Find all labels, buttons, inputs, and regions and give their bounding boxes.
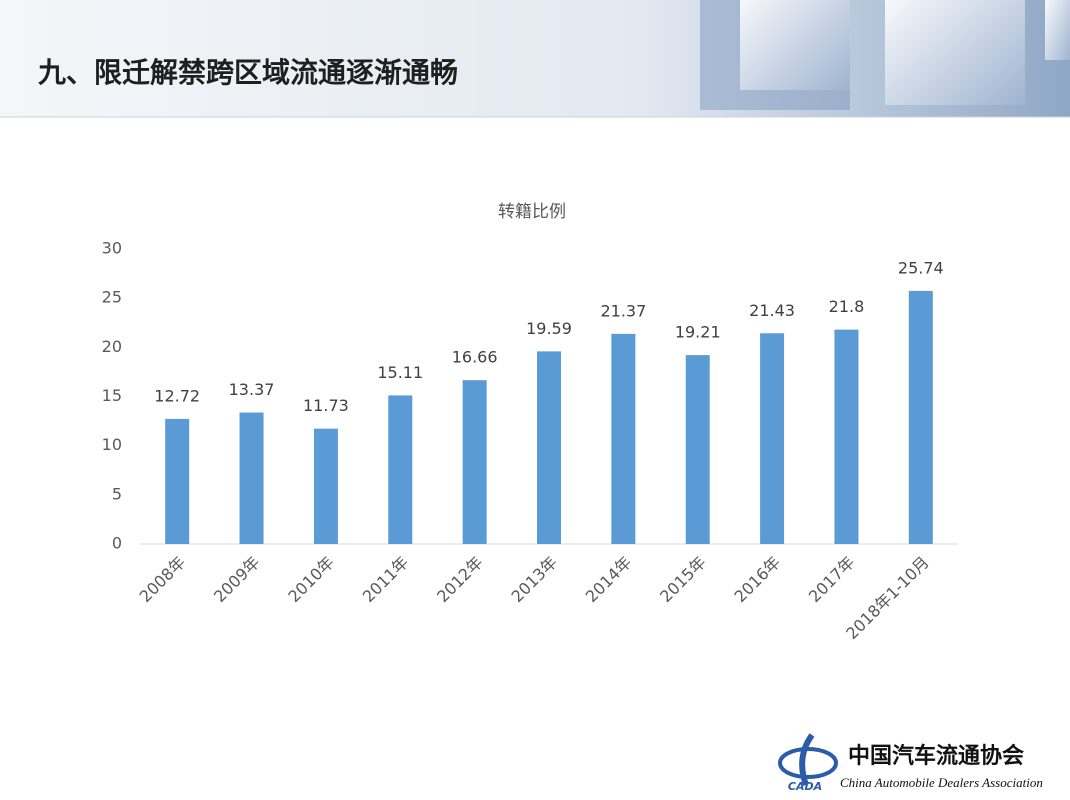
x-tick-label: 2011年 (359, 553, 413, 607)
data-label: 11.73 (303, 396, 349, 415)
x-tick-label: 2009年 (210, 553, 264, 607)
y-tick-label: 20 (102, 337, 122, 356)
bar (313, 428, 338, 544)
data-label: 19.59 (526, 319, 572, 338)
bar (611, 333, 636, 544)
logo-stroke (799, 733, 815, 787)
x-tick-label: 2008年 (136, 553, 190, 607)
x-tick-label: 2016年 (731, 553, 785, 607)
x-tick-label: 2017年 (805, 553, 859, 607)
y-tick-label: 15 (102, 386, 122, 405)
header-cube (885, 0, 1025, 105)
slide-title: 九、限迁解禁跨区域流通逐渐通畅 (38, 56, 458, 89)
data-label: 25.74 (898, 258, 944, 277)
y-tick-label: 0 (112, 534, 122, 553)
data-label: 15.11 (377, 363, 423, 382)
org-name-en: China Automobile Dealers Association (840, 775, 1043, 790)
bar (834, 329, 859, 544)
bar (908, 290, 933, 544)
bar (239, 412, 264, 544)
bar (462, 380, 487, 544)
data-label: 21.37 (600, 301, 646, 320)
y-tick-label: 25 (102, 288, 122, 307)
data-label: 13.37 (229, 380, 275, 399)
logo: CADA 中国汽车流通协会 China Automobile Dealers A… (778, 733, 1043, 793)
data-label: 21.43 (749, 301, 795, 320)
data-label: 19.21 (675, 323, 721, 342)
data-label: 21.8 (829, 297, 865, 316)
bar (760, 333, 785, 544)
header-cube (740, 0, 850, 90)
bar (165, 418, 190, 544)
bar (537, 351, 561, 544)
x-tick-label: 2014年 (582, 553, 636, 607)
org-name: 中国汽车流通协会 (848, 743, 1024, 769)
x-tick-label: 2012年 (433, 553, 487, 607)
bar (388, 395, 413, 544)
y-tick-label: 30 (102, 239, 122, 258)
chart-title: 转籍比例 (498, 202, 566, 222)
x-tick-label: 2013年 (507, 553, 561, 607)
header-cube (1045, 0, 1070, 60)
y-tick-label: 10 (102, 435, 122, 454)
data-label: 12.72 (154, 386, 200, 405)
x-tick-label: 2015年 (656, 553, 710, 607)
logo-ring (778, 747, 838, 779)
y-tick-label: 5 (112, 484, 122, 503)
data-label: 16.66 (452, 348, 498, 367)
x-tick-label: 2010年 (284, 553, 338, 607)
logo-text: CADA (788, 780, 822, 793)
bar (685, 355, 710, 544)
